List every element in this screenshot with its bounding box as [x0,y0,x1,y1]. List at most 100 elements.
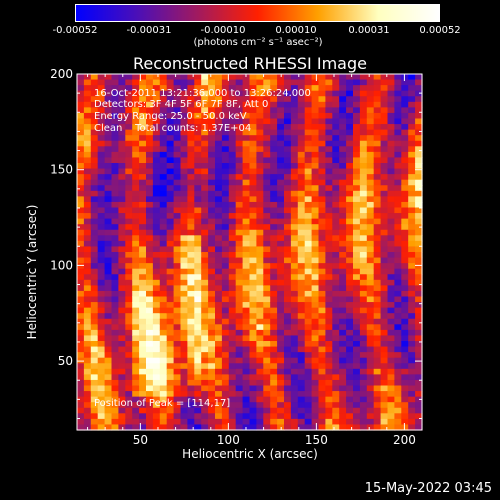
heatmap-cell [118,174,126,181]
heatmap-cell [77,363,85,370]
heatmap-cell [401,190,409,197]
heatmap-cell [83,229,92,236]
heatmap-cell [263,274,271,281]
heatmap-cell [118,129,126,136]
heatmap-cell [394,391,402,398]
heatmap-cell [90,368,99,375]
heatmap-cell [256,124,264,131]
heatmap-cell [304,179,313,186]
heatmap-cell [270,396,278,403]
heatmap-cell [111,146,119,153]
heatmap-cell [415,140,423,147]
heatmap-cell [152,329,161,337]
heatmap-cell [215,185,223,192]
heatmap-cell [380,335,389,342]
heatmap-cell [297,402,306,409]
heatmap-cell [166,129,175,136]
heatmap-cell [180,352,188,359]
heatmap-cell [339,163,347,170]
heatmap-cell [277,268,285,275]
heatmap-cell [401,218,409,225]
heatmap-cell [104,352,113,359]
heatmap-cell [277,285,285,292]
heatmap-cell [208,407,216,414]
heatmap-cell [90,207,99,214]
heatmap-cell [90,307,99,314]
heatmap-cell [311,407,320,414]
counts-label: Clean Total counts: 1.37E+04 [94,123,252,134]
heatmap-cell [215,229,223,236]
heatmap-cell [394,279,402,286]
heatmap-cell [415,79,423,86]
heatmap-cell [311,307,320,314]
heatmap-cell [97,341,106,348]
heatmap-cell [173,246,182,253]
heatmap-cell [394,396,402,403]
heatmap-cell [249,357,257,364]
heatmap-cell [318,402,326,409]
heatmap-cell [318,90,326,97]
heatmap-cell [152,146,161,153]
heatmap-cell [380,224,389,231]
heatmap-cell [318,246,326,253]
heatmap-cell [394,135,402,142]
heatmap-cell [304,151,313,159]
heatmap-cell [304,274,313,281]
detectors-label: Detectors: 3F 4F 5F 6F 7F 8F, Att 0 [94,99,269,110]
heatmap-cell [284,357,292,364]
heatmap-cell [318,218,326,225]
heatmap-cell [339,196,347,203]
heatmap-cell [249,413,257,420]
heatmap-cell [332,413,340,420]
heatmap-cell [394,324,402,331]
heatmap-cell [228,190,237,197]
heatmap-cell [373,118,382,125]
heatmap-cell [290,257,299,264]
heatmap-cell [242,235,251,242]
heatmap-cell [332,268,340,275]
heatmap-cell [270,218,278,225]
heatmap-cell [180,402,188,409]
heatmap-cell [256,352,264,359]
heatmap-cell [408,90,416,97]
heatmap-cell [242,129,251,136]
heatmap-cell [277,413,285,420]
heatmap-cell [353,302,361,309]
heatmap-cell [387,90,395,97]
heatmap-cell [332,424,340,431]
heatmap-cell [235,290,244,298]
heatmap-cell [359,213,368,220]
heatmap-cell [111,313,119,320]
heatmap-cell [332,196,340,203]
heatmap-cell [194,240,202,248]
heatmap-cell [104,135,113,142]
heatmap-cell [325,240,333,248]
heatmap-cell [366,218,375,225]
heatmap-cell [290,357,299,364]
heatmap-cell [380,290,389,298]
heatmap-cell [173,285,182,292]
heatmap-cell [228,413,237,420]
heatmap-cell [111,302,119,309]
heatmap-cell [201,374,209,381]
heatmap-cell [132,313,140,320]
heatmap-cell [221,402,230,409]
heatmap-cell [180,396,188,403]
heatmap-cell [353,213,361,220]
heatmap-cell [401,151,409,159]
heatmap-cell [146,140,154,147]
heatmap-cell [408,118,416,125]
heatmap-cell [104,313,113,320]
heatmap-cell [346,402,354,409]
heatmap-cell [339,374,347,381]
heatmap-cell [325,302,333,309]
heatmap-cell [221,313,230,320]
heatmap-cell [277,168,285,175]
heatmap-cell [277,157,285,164]
heatmap-cell [194,374,202,381]
heatmap-cell [277,307,285,314]
heatmap-cell [380,296,389,303]
heatmap-cell [387,74,395,81]
heatmap-cell [201,352,209,359]
heatmap-cell [346,163,354,170]
